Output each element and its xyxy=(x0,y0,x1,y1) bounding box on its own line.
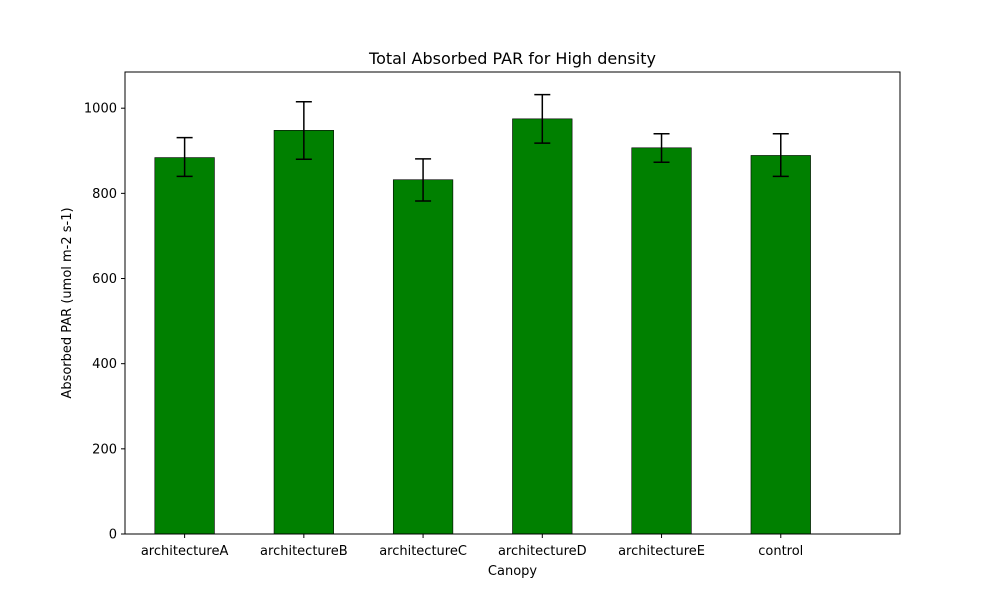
y-tick-label: 800 xyxy=(92,187,117,202)
x-tick-label: architectureA xyxy=(141,544,229,559)
x-axis-label: Canopy xyxy=(488,564,537,579)
chart-title: Total Absorbed PAR for High density xyxy=(368,49,656,68)
x-tick-label: control xyxy=(758,544,803,559)
x-tick-label: architectureD xyxy=(498,544,587,559)
error-bar-control xyxy=(772,132,789,178)
bar-control xyxy=(750,155,811,535)
x-axis: architectureA architectureB architectureC a… xyxy=(141,534,803,559)
error-bar-architectureA xyxy=(176,136,193,178)
y-tick-label: 1000 xyxy=(84,102,117,117)
bar-architectureD xyxy=(512,118,573,535)
x-tick-label: architectureB xyxy=(260,544,348,559)
bars-layer xyxy=(154,118,811,535)
error-bar-architectureB xyxy=(295,101,312,161)
y-axis-label: Absorbed PAR (umol m-2 s-1) xyxy=(60,207,75,398)
plot-area-frame xyxy=(124,71,901,535)
bar-architectureA xyxy=(154,157,215,535)
x-tick-label: architectureC xyxy=(379,544,467,559)
bar-architectureE xyxy=(631,147,692,535)
x-tick-label: architectureE xyxy=(618,544,705,559)
y-tick-label: 600 xyxy=(92,272,117,287)
error-bar-architectureD xyxy=(534,93,551,144)
bar-architectureB xyxy=(273,130,334,535)
y-tick-label: 400 xyxy=(92,357,117,372)
y-axis: 0 200 400 600 800 1000 xyxy=(84,102,125,543)
error-bar-architectureC xyxy=(415,158,432,202)
y-tick-label: 200 xyxy=(92,442,117,457)
bar-architectureC xyxy=(392,179,454,535)
error-bars-layer xyxy=(176,93,789,202)
y-tick-label: 0 xyxy=(109,528,117,543)
error-bar-architectureE xyxy=(653,132,670,164)
